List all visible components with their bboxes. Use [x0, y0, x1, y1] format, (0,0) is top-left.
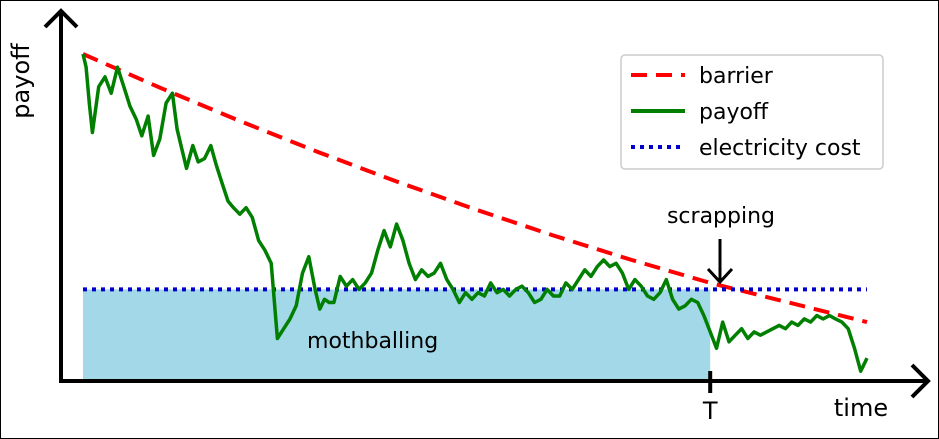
x-axis-label: time	[834, 394, 888, 422]
mothballing-region	[83, 289, 711, 381]
legend-label-barrier: barrier	[699, 64, 774, 89]
y-axis-arrowhead	[43, 8, 79, 29]
legend-box	[620, 54, 884, 170]
y-axis-label: payoff	[7, 43, 35, 119]
x-axis-arrowhead	[910, 363, 931, 399]
t-tick-label: T	[702, 397, 718, 425]
payoff-series-line	[81, 53, 869, 373]
legend-label-electricity-cost: electricity cost	[699, 136, 861, 161]
scrapping-label: scrapping	[667, 204, 775, 229]
legend-label-payoff: payoff	[699, 100, 769, 125]
scrapping-arrow-head	[706, 267, 734, 285]
legend: barrier payoff electricity cost	[620, 54, 884, 170]
mothballing-label: mothballing	[307, 329, 438, 354]
